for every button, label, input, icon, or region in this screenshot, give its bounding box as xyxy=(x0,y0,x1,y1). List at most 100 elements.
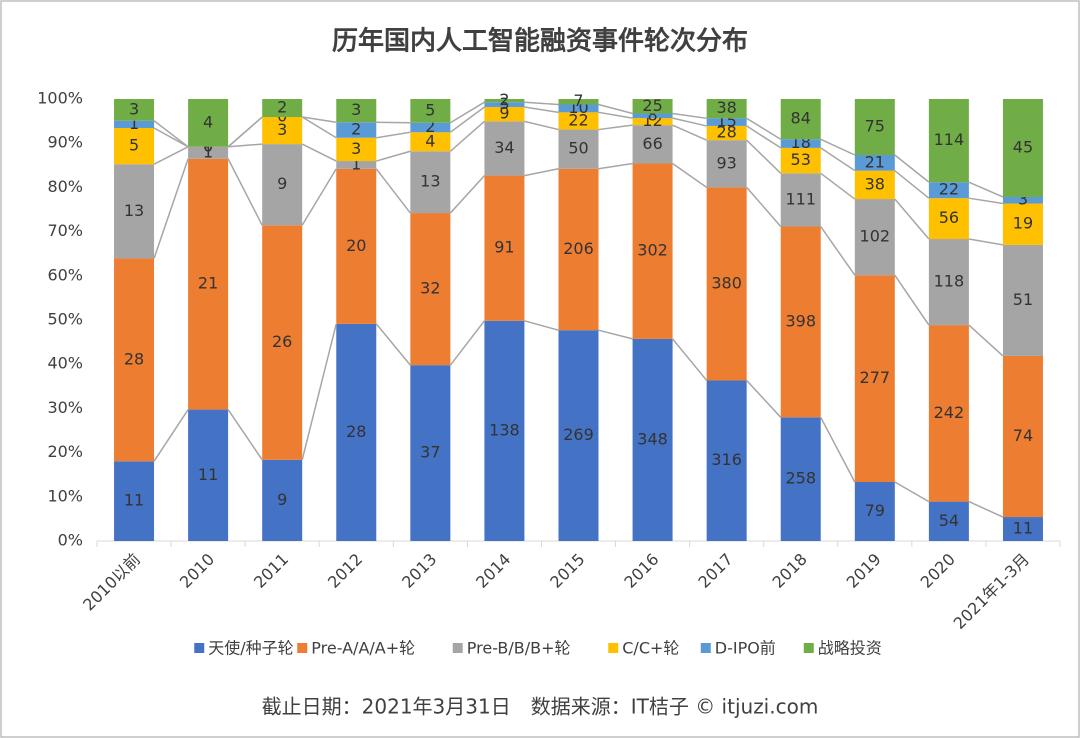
bar-segment xyxy=(632,118,673,126)
series-line xyxy=(598,111,633,119)
bar-segment xyxy=(262,459,303,541)
data-label: 22 xyxy=(568,110,588,129)
series-line xyxy=(672,117,707,127)
series-line xyxy=(598,103,633,115)
data-label: 19 xyxy=(1013,214,1033,233)
data-label: 26 xyxy=(272,332,292,351)
bar-segment xyxy=(780,226,821,418)
bar-segment xyxy=(706,125,747,141)
y-tick-label: 70% xyxy=(47,221,83,240)
series-line xyxy=(153,120,189,148)
bar-segment xyxy=(1002,203,1043,245)
data-label: 3 xyxy=(1018,190,1028,209)
bar-segment xyxy=(632,338,673,541)
legend-swatch xyxy=(803,643,814,653)
bar-segment xyxy=(558,99,599,105)
series-line xyxy=(968,197,1004,205)
series-line xyxy=(227,116,263,148)
series-line xyxy=(301,323,337,460)
series-line xyxy=(153,146,189,165)
series-line xyxy=(376,150,411,162)
bar-segment xyxy=(706,187,747,381)
legend-label: Pre-A/A/A+轮 xyxy=(311,639,415,658)
data-label: 2 xyxy=(277,98,287,117)
bar-segment xyxy=(632,113,673,119)
data-label: 118 xyxy=(934,272,965,291)
data-label: 9 xyxy=(277,174,287,193)
legend-label: C/C+轮 xyxy=(622,639,679,658)
bar-segment xyxy=(558,330,599,541)
data-label: 4 xyxy=(203,112,213,131)
series-line xyxy=(449,101,485,124)
series-line xyxy=(894,274,930,326)
data-label: 34 xyxy=(494,138,514,157)
data-label: 7 xyxy=(573,91,583,110)
data-label: 348 xyxy=(637,429,668,448)
data-label: 20 xyxy=(346,236,366,255)
series-line xyxy=(968,181,1004,198)
series-line xyxy=(672,124,707,141)
bar-segment xyxy=(336,168,377,324)
legend-label: Pre-B/B/B+轮 xyxy=(467,639,571,658)
series-line xyxy=(524,106,559,114)
bar-segment xyxy=(114,258,155,462)
series-line xyxy=(375,168,411,214)
bar-segment xyxy=(262,117,303,145)
data-label: 54 xyxy=(939,511,959,530)
y-tick-label: 80% xyxy=(47,177,83,196)
legend-label: 天使/种子轮 xyxy=(208,639,293,658)
series-line xyxy=(153,127,189,148)
bar-segment xyxy=(1002,244,1043,356)
data-label: 11 xyxy=(1013,519,1033,538)
series-line xyxy=(672,112,707,120)
bar-segment xyxy=(706,140,747,188)
bar-segment xyxy=(928,239,969,326)
bar-segment xyxy=(632,125,673,164)
series-line xyxy=(375,323,411,366)
data-label: 2 xyxy=(499,90,509,109)
series-line xyxy=(968,324,1004,357)
data-label: 45 xyxy=(1013,137,1033,156)
data-label: 50 xyxy=(568,139,588,158)
bar-segment xyxy=(1002,99,1043,197)
series-line xyxy=(449,320,486,366)
bar-segment xyxy=(854,154,895,171)
bar-segment xyxy=(928,182,969,199)
data-label: 380 xyxy=(711,273,742,292)
series-line xyxy=(524,101,559,106)
bar-segment xyxy=(558,129,599,169)
bar-segment xyxy=(928,198,969,240)
data-label: 102 xyxy=(860,227,891,246)
bar-segment xyxy=(780,99,821,140)
legend-label: 战略投资 xyxy=(818,639,882,658)
data-label: 5 xyxy=(129,136,139,155)
data-label: 13 xyxy=(420,172,440,191)
data-label: 51 xyxy=(1013,290,1033,309)
bar-segment xyxy=(188,99,229,147)
chart-title: 历年国内人工智能融资事件轮次分布 xyxy=(332,26,748,57)
bar-segment xyxy=(1002,517,1043,541)
series-line xyxy=(598,162,633,170)
bar-segment xyxy=(706,380,747,541)
legend-label: D-IPO前 xyxy=(715,639,776,658)
series-line xyxy=(820,138,856,156)
series-line xyxy=(449,120,485,152)
series-line xyxy=(894,481,930,503)
data-label: 11 xyxy=(198,465,218,484)
y-tick-label: 60% xyxy=(47,265,83,284)
bar-segment xyxy=(262,99,303,118)
bar-segment xyxy=(410,151,451,214)
data-label: 38 xyxy=(716,98,736,117)
series-line xyxy=(227,409,263,461)
data-label: 22 xyxy=(939,180,959,199)
series-line xyxy=(376,121,411,124)
bar-segment xyxy=(336,122,377,138)
data-label: 32 xyxy=(420,279,440,298)
y-tick-label: 50% xyxy=(47,310,83,329)
bar-segment xyxy=(780,173,821,227)
y-tick-label: 10% xyxy=(47,486,83,505)
data-label: 3 xyxy=(351,100,361,119)
bar-segment xyxy=(632,99,673,114)
data-label: 74 xyxy=(1013,426,1033,445)
